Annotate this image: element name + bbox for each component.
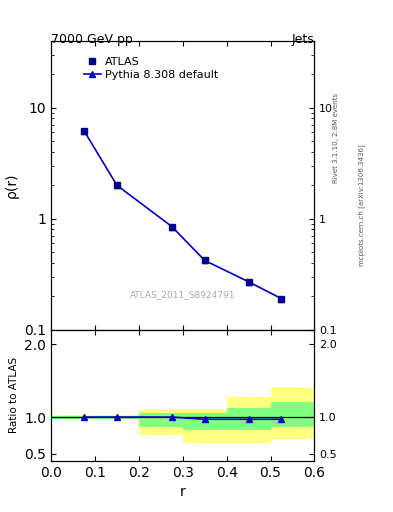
Pythia 8.308 default <box>169 223 174 229</box>
Line: ATLAS: ATLAS <box>81 127 285 302</box>
ATLAS <box>169 223 174 229</box>
ATLAS <box>115 182 119 188</box>
ATLAS <box>202 258 207 264</box>
Text: Jets: Jets <box>292 33 314 46</box>
Text: ATLAS_2011_S8924791: ATLAS_2011_S8924791 <box>130 290 235 300</box>
Pythia 8.308 default <box>202 258 207 264</box>
ATLAS <box>279 295 284 302</box>
Pythia 8.308 default <box>115 182 119 188</box>
Pythia 8.308 default <box>246 279 251 285</box>
Text: 7000 GeV pp: 7000 GeV pp <box>51 33 133 46</box>
Line: Pythia 8.308 default: Pythia 8.308 default <box>81 127 285 302</box>
Legend: ATLAS, Pythia 8.308 default: ATLAS, Pythia 8.308 default <box>79 52 223 84</box>
ATLAS <box>82 127 86 134</box>
X-axis label: r: r <box>180 485 185 499</box>
Text: Rivet 3.1.10, 2.8M events: Rivet 3.1.10, 2.8M events <box>333 93 339 183</box>
Pythia 8.308 default <box>279 295 284 302</box>
Y-axis label: ρ(r): ρ(r) <box>5 173 19 198</box>
Y-axis label: Ratio to ATLAS: Ratio to ATLAS <box>9 357 19 433</box>
ATLAS <box>246 279 251 285</box>
Text: mcplots.cern.ch [arXiv:1306.3436]: mcplots.cern.ch [arXiv:1306.3436] <box>358 144 365 266</box>
Pythia 8.308 default <box>82 127 86 134</box>
